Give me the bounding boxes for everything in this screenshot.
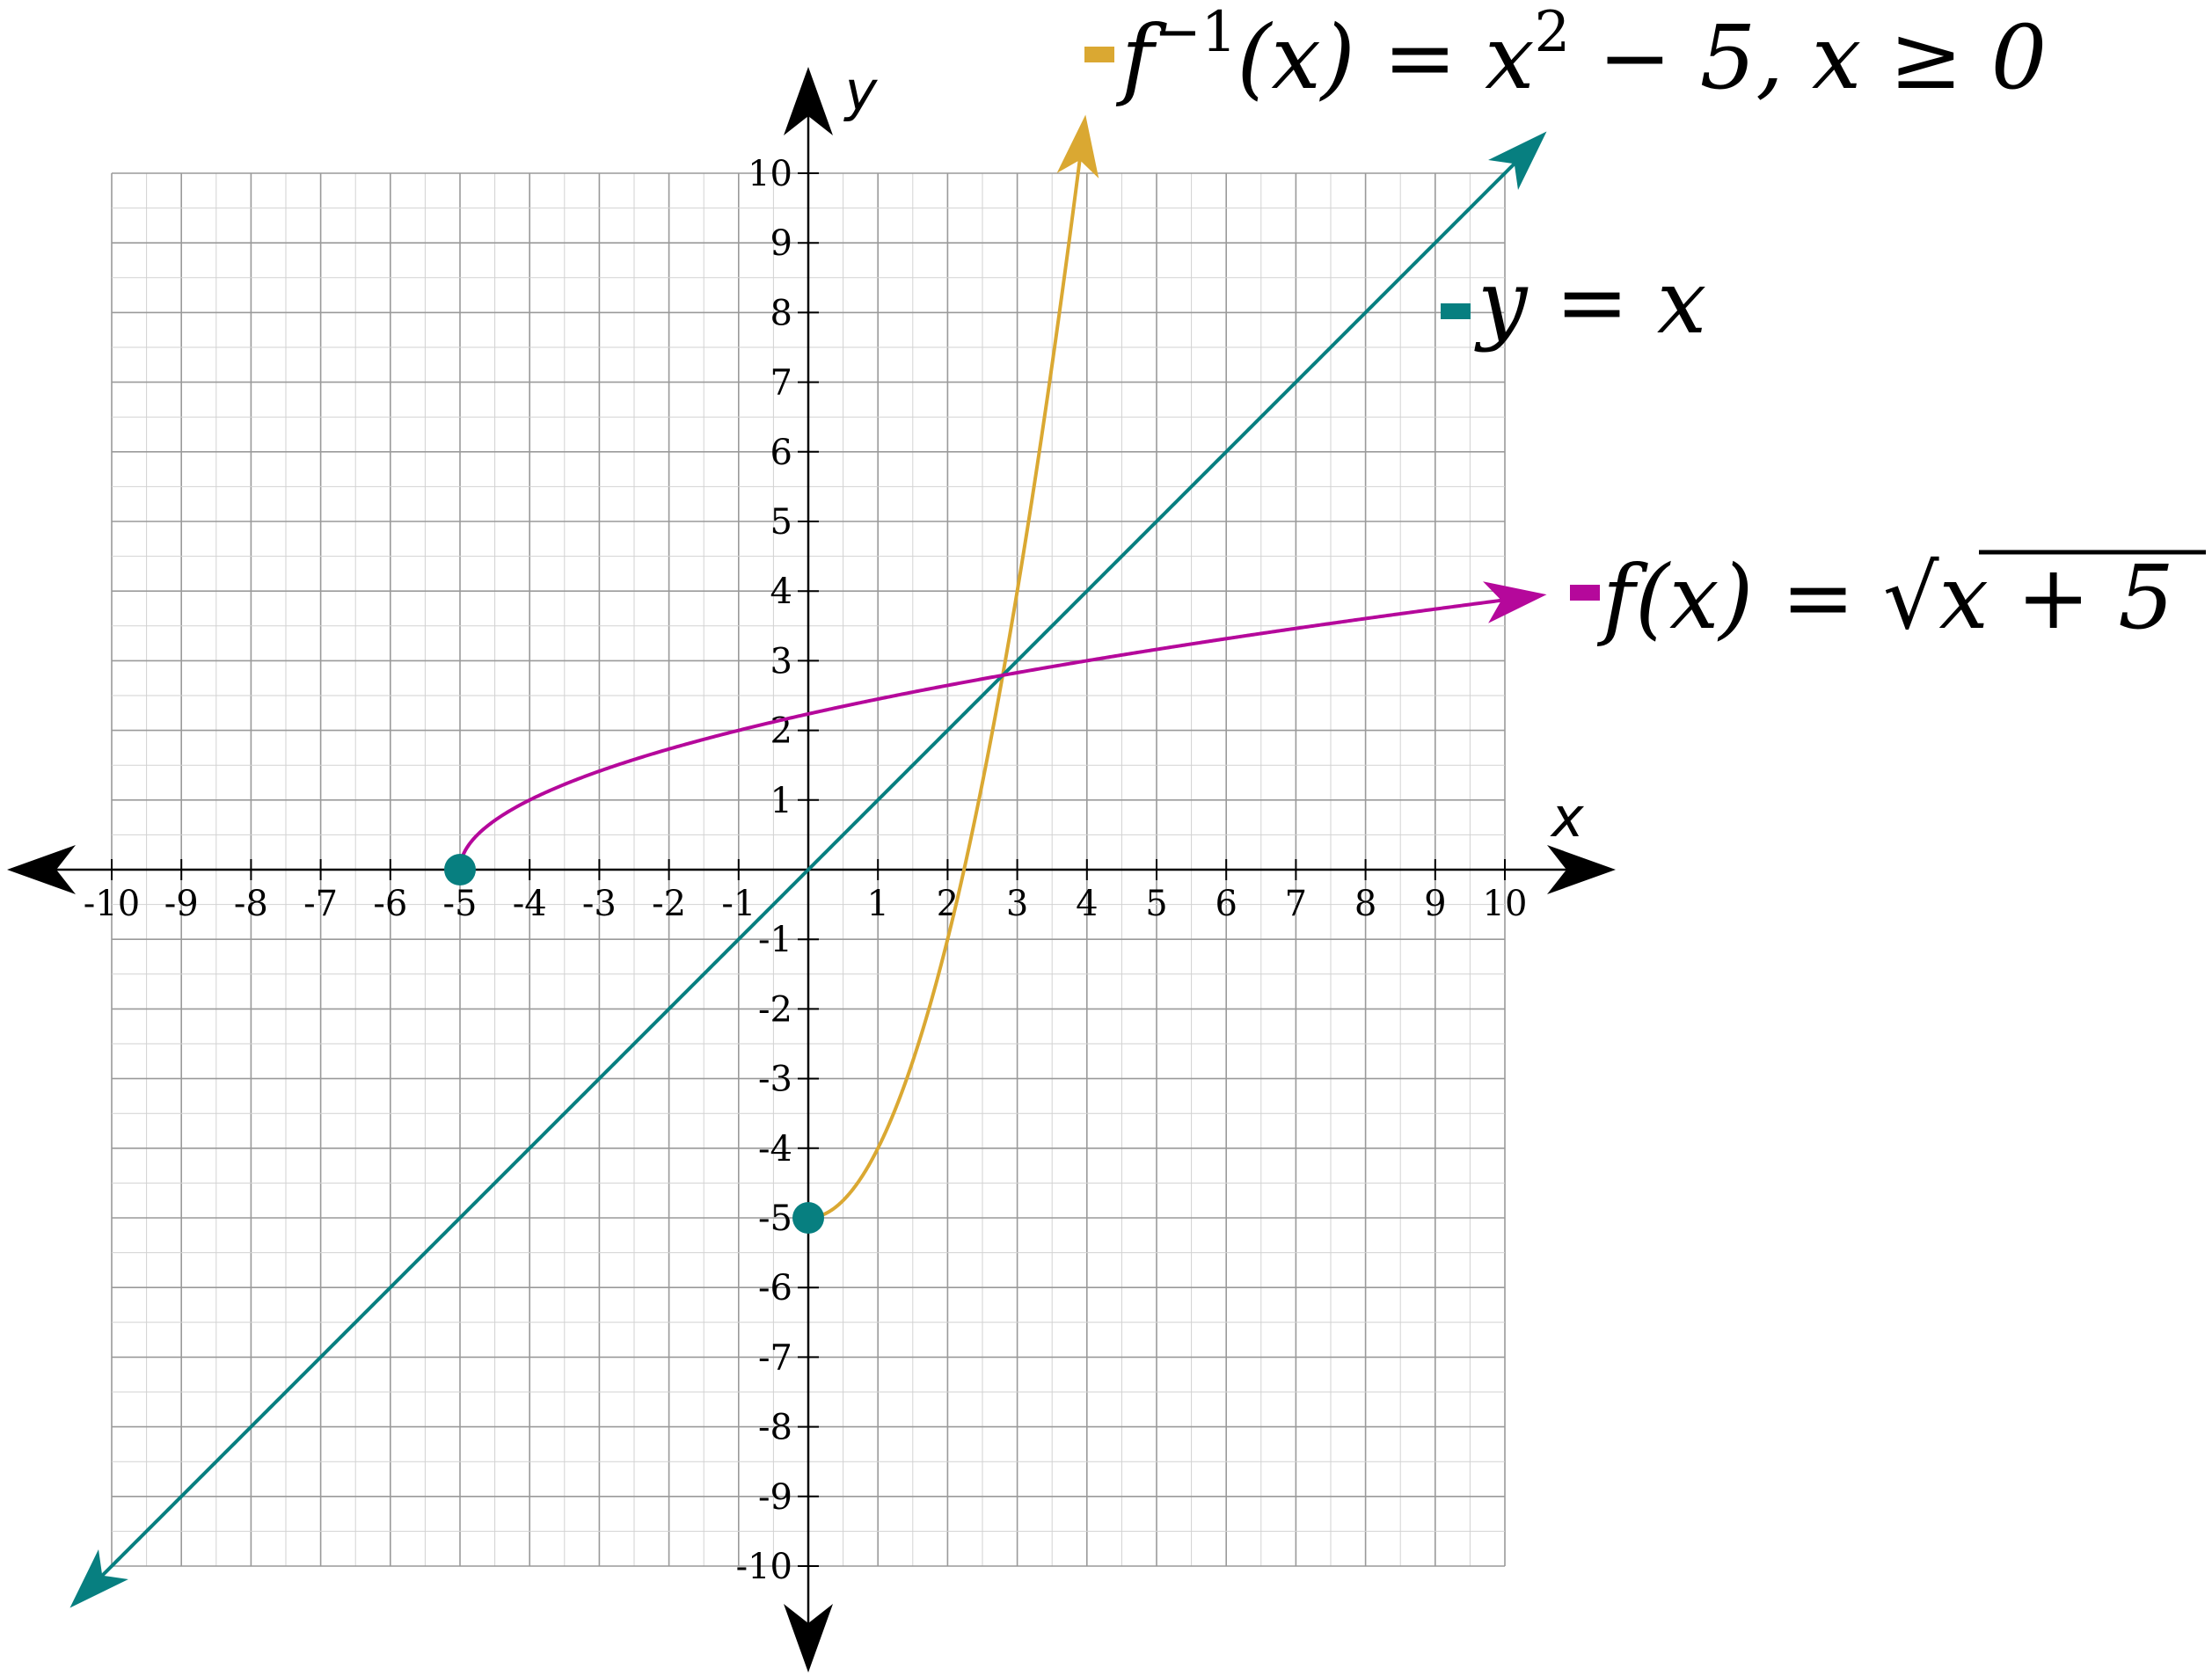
y-tick-label: 4	[770, 572, 792, 612]
legend-swatch	[1441, 303, 1471, 319]
x-tick-label: -1	[721, 884, 756, 924]
legend-swatch	[1570, 585, 1600, 601]
y-tick-label: -10	[736, 1547, 792, 1587]
legend-item-3: f(x) = √x + 5	[1570, 546, 2206, 649]
x-tick-label: -6	[373, 884, 407, 924]
x-tick-label: 8	[1354, 884, 1376, 924]
series-arrowhead	[1056, 114, 1099, 179]
series-layer	[69, 114, 1547, 1608]
y-tick-label: -1	[758, 920, 792, 960]
legend-swatch	[1084, 47, 1114, 62]
x-tick-label: -3	[582, 884, 617, 924]
x-axis-label: x	[1550, 785, 1585, 849]
x-tick-label: 9	[1424, 884, 1446, 924]
legend: f−1(x) = x2 − 5, x ≥ 0 y = x f(x) = √x + 5	[1084, 0, 2206, 649]
x-tick-label: 3	[1006, 884, 1028, 924]
y-tick-label: -7	[758, 1337, 792, 1378]
x-tick-label: -10	[84, 884, 140, 924]
y-tick-label: -4	[758, 1129, 792, 1170]
y-tick-label: -8	[758, 1408, 792, 1448]
y-tick-label: 7	[770, 363, 792, 404]
x-tick-label: -2	[652, 884, 686, 924]
legend-item-2: y = x	[1441, 251, 1706, 353]
x-tick-label: 6	[1215, 884, 1237, 924]
series-line	[808, 150, 1083, 1220]
legend-item-1: f−1(x) = x2 − 5, x ≥ 0	[1084, 0, 2047, 109]
x-axis-arrow-right	[1547, 845, 1616, 894]
x-tick-label: 10	[1483, 884, 1528, 924]
y-tick-label: 1	[770, 781, 792, 821]
y-tick-label: -9	[758, 1477, 792, 1518]
y-tick-label: -2	[758, 989, 792, 1030]
legend-label: f−1(x) = x2 − 5, x ≥ 0	[1115, 0, 2047, 109]
y-axis-label: y	[843, 59, 879, 123]
series-line	[95, 157, 1522, 1583]
x-tick-label: 7	[1285, 884, 1307, 924]
y-tick-label: 10	[748, 154, 792, 194]
x-tick-label: -5	[443, 884, 478, 924]
x-tick-label: -8	[234, 884, 268, 924]
x-tick-label: -7	[303, 884, 338, 924]
series-2	[69, 131, 1547, 1608]
legend-label: y = x	[1474, 251, 1706, 353]
series-arrowhead	[1488, 131, 1547, 190]
series-arrowhead	[69, 1549, 128, 1608]
x-tick-label: -4	[513, 884, 547, 924]
series-3	[458, 581, 1547, 871]
legend-label: f(x) = √x + 5	[1596, 546, 2174, 649]
y-tick-label: 9	[770, 223, 792, 264]
y-tick-label: 5	[770, 502, 792, 543]
series-1	[808, 114, 1099, 1220]
x-tick-label: 4	[1076, 884, 1098, 924]
x-axis-arrow-left	[7, 845, 76, 894]
x-tick-label: 1	[866, 884, 888, 924]
x-tick-label: -9	[164, 884, 199, 924]
tick-labels: -10 -9 -8 -7 -6 -5 -4 -3 -2 -1 1 2 3 4 5 6 7 8 9 10-10-9-8-…	[84, 154, 1528, 1587]
data-point	[444, 854, 476, 885]
y-axis-arrow-up	[784, 67, 833, 135]
data-point	[792, 1202, 824, 1234]
x-tick-label: 5	[1145, 884, 1167, 924]
y-tick-label: 3	[770, 641, 792, 681]
points-layer	[444, 854, 824, 1234]
y-axis-arrow-down	[784, 1604, 833, 1672]
series-arrowhead	[1483, 581, 1547, 623]
y-tick-label: -6	[758, 1268, 792, 1308]
y-tick-label: 8	[770, 293, 792, 333]
ticks	[111, 172, 1506, 1567]
y-tick-label: 6	[770, 433, 792, 473]
series-line	[458, 597, 1511, 871]
y-tick-label: -3	[758, 1060, 792, 1100]
y-tick-label: -5	[758, 1199, 792, 1239]
